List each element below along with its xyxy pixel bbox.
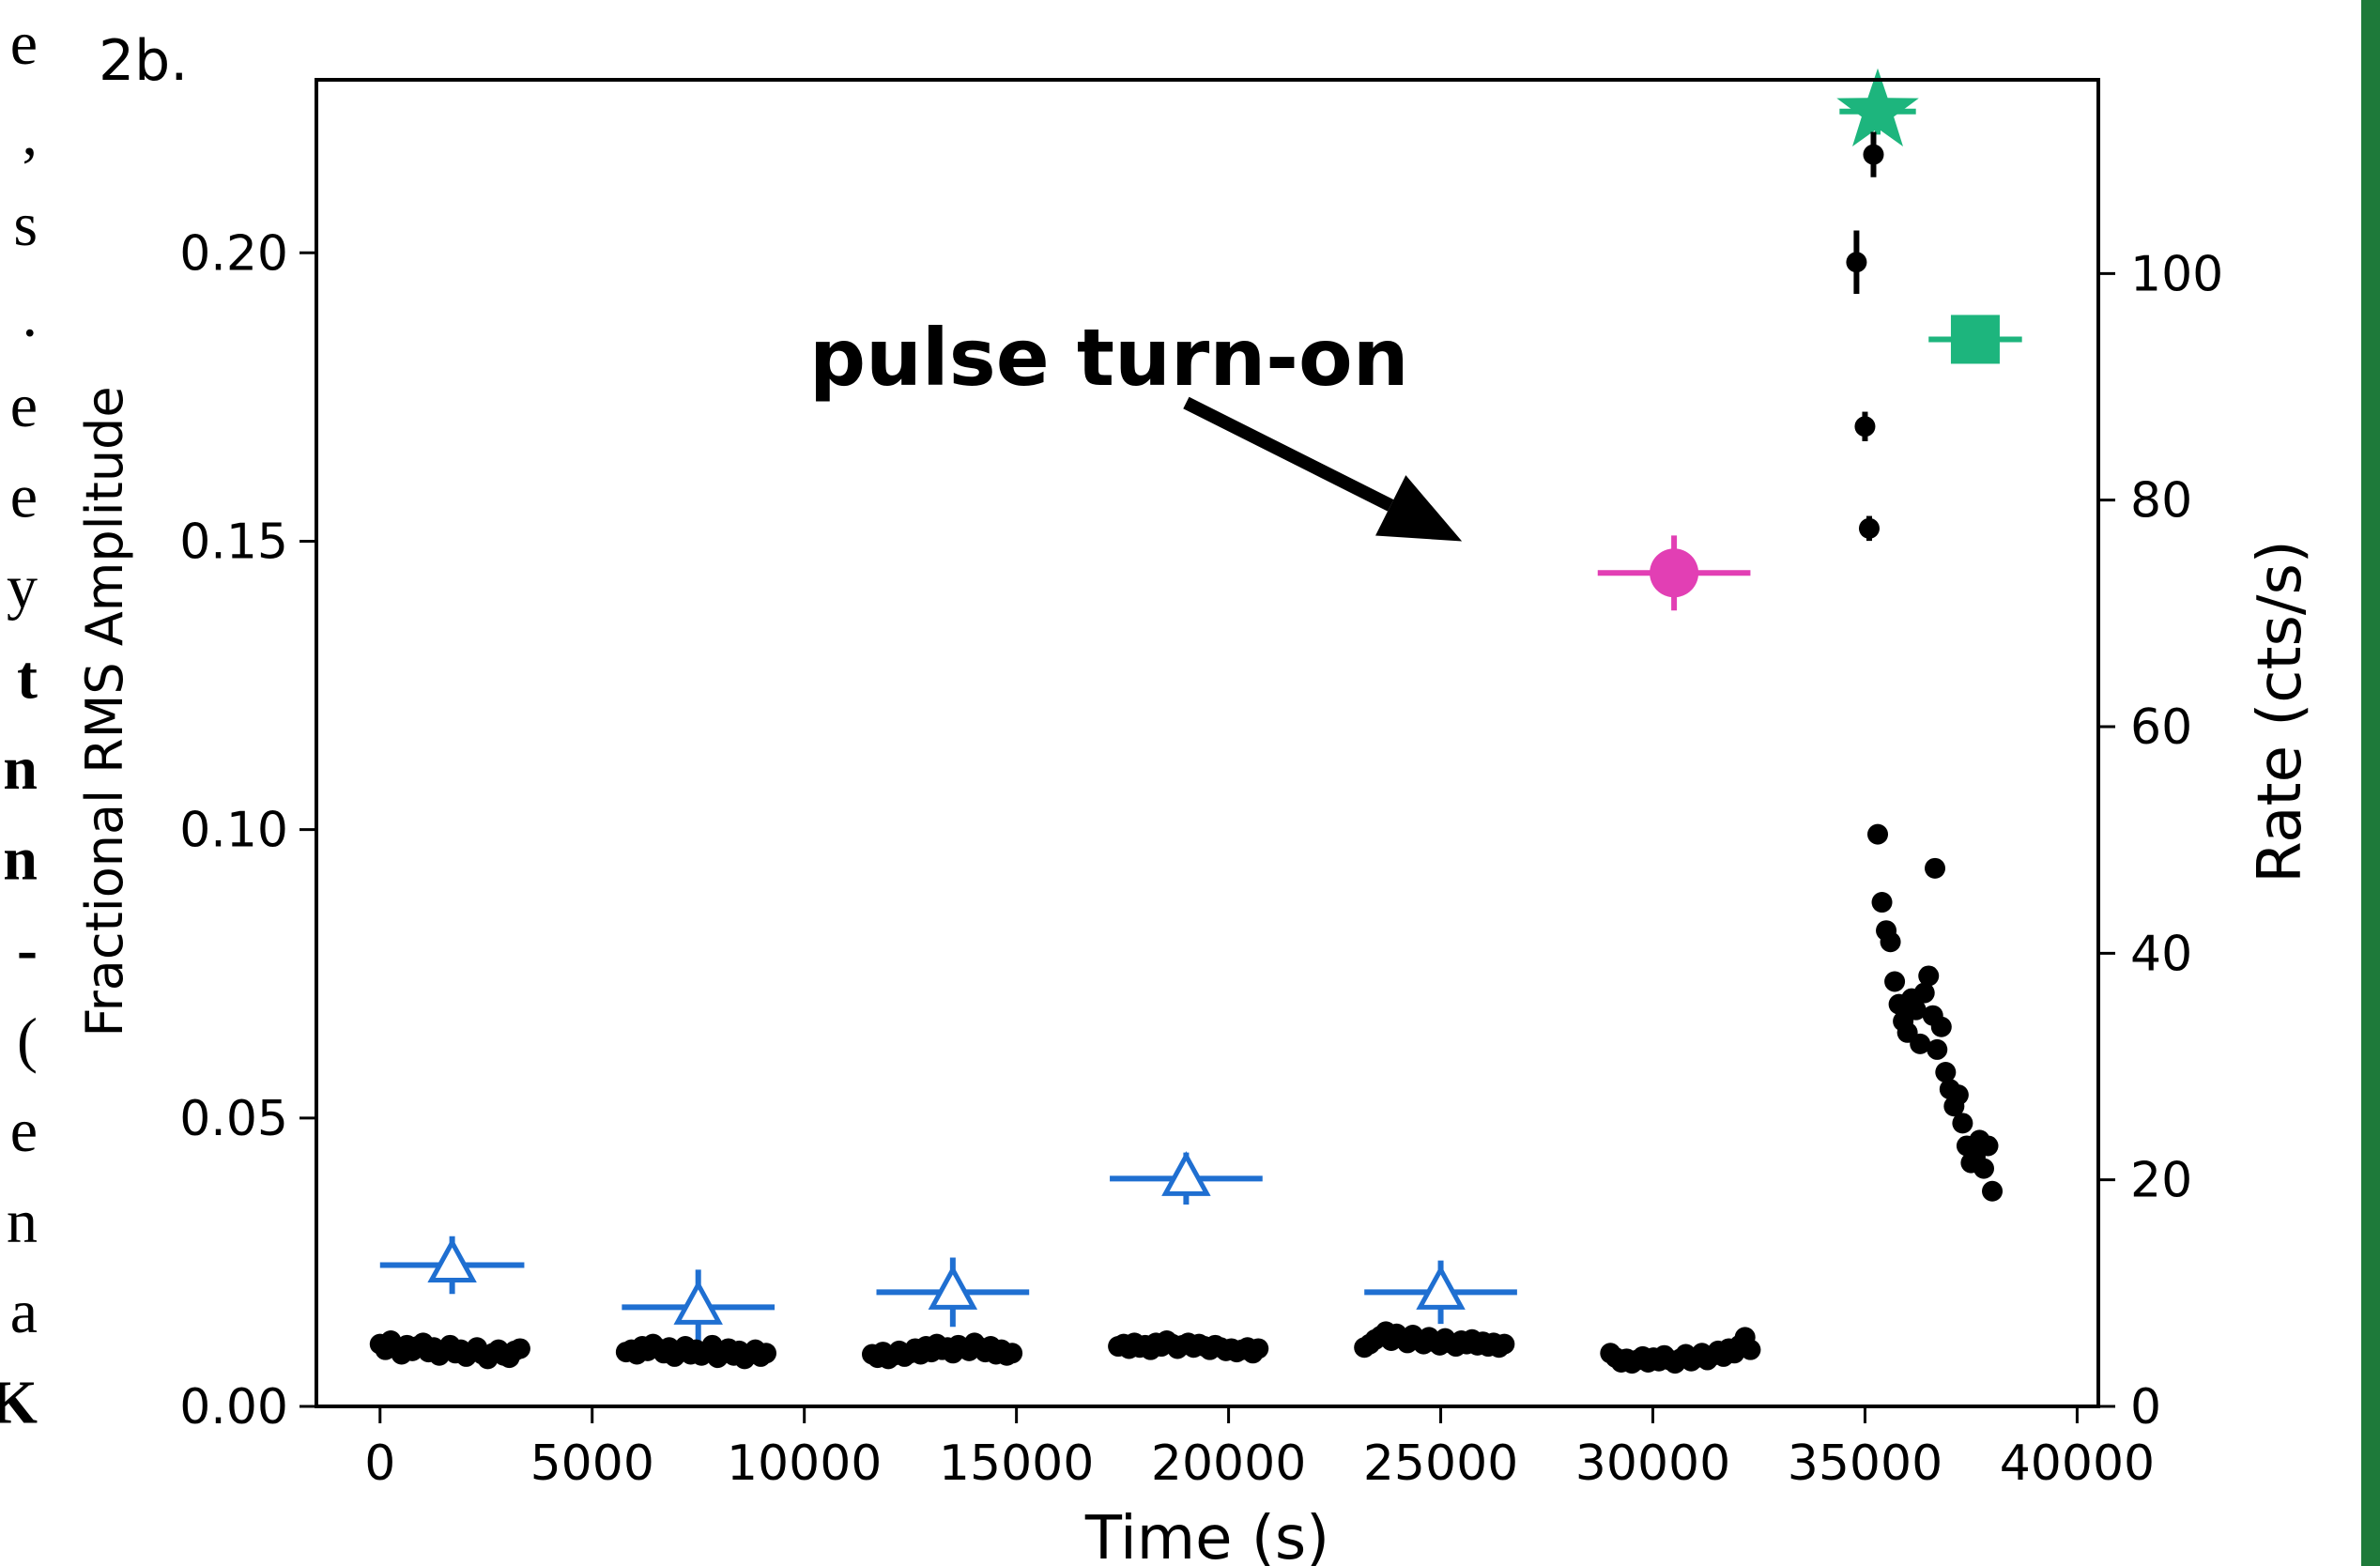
rate-point [1935,1062,1957,1083]
rate-point [1918,965,1940,987]
page-text-fragment: n [3,734,38,803]
page-text-fragment: n [7,1188,38,1256]
page-text-fragment: , [23,100,38,169]
x-tick-label: 0 [364,1436,395,1492]
x-tick-label: 40000 [2000,1436,2155,1492]
y-left-tick-label: 0.05 [179,1091,288,1147]
rate-point [1880,931,1901,953]
x-tick-label: 15000 [939,1436,1094,1492]
rms-triangle-point [928,1265,978,1310]
y-right-tick-label: 80 [2130,473,2192,530]
rms-triangle-point [1161,1151,1211,1196]
rms-star-point [1836,68,1919,146]
rms-square-point [1950,315,2000,364]
plot-area [369,68,2022,1374]
y-axis-left-label: Fractional RMS Amplitude [75,386,134,1036]
page-text-fragment: a [10,1278,38,1346]
rate-point [1913,982,1935,1004]
y-left-tick-label: 0.00 [179,1379,288,1436]
rate-point [1927,1038,1948,1060]
rate-point [1947,1084,1969,1106]
page-text-fragment: y [7,553,38,622]
page-text-fragment: - [17,915,38,984]
rms-triangle-point [1416,1265,1466,1310]
rms-circle-point [1650,548,1699,598]
rate-point [1905,999,1927,1021]
rate-point [1863,144,1884,165]
x-tick-label: 25000 [1363,1436,1518,1492]
x-tick-label: 20000 [1151,1436,1306,1492]
page-text-fragment: K [0,1369,38,1437]
page-text-fragment: ( [17,1006,38,1075]
rate-point [1952,1113,1973,1134]
x-axis-label: Time (s) [1084,1504,1329,1566]
page-text-fragment: e [10,1097,38,1165]
y-right-tick-label: 100 [2130,246,2223,302]
rate-point [1867,823,1889,845]
rate-point [1884,971,1906,992]
rate-point [1494,1333,1515,1355]
rate-point [1858,517,1880,539]
page-edge-green-bar [2361,0,2380,1566]
page-text-fragment: n [3,825,38,894]
rate-point [1871,892,1893,914]
y-axis-right-label: Rate (cts/s) [2246,540,2315,883]
rate-point [1846,252,1867,273]
page-text-fragment: e [10,9,38,78]
y-right-tick-label: 20 [2130,1153,2192,1209]
rate-point [1973,1158,1994,1179]
y-right-tick-label: 40 [2130,926,2192,982]
x-tick-label: 5000 [530,1436,654,1492]
rate-point [1002,1343,1023,1364]
annotation-pulse-turn-on: pulse turn-on [809,312,1409,404]
page-text-fragment: s [13,191,38,259]
rms-triangle-point [673,1280,723,1325]
rate-point [1925,857,1946,879]
rate-point [509,1338,530,1359]
rate-point [1910,1033,1931,1054]
annotation-arrow-head [1375,475,1463,542]
rate-point [1982,1180,2004,1202]
page-text-fragment: t [17,644,38,713]
page-text-fragment: e [10,372,38,440]
page-text-fragment: . [23,282,38,350]
y-left-tick-label: 0.20 [179,225,288,282]
page-text-fragment: e [10,463,38,531]
x-tick-label: 35000 [1788,1436,1942,1492]
rate-point [1740,1339,1761,1360]
rate-point [1248,1338,1269,1359]
rate-point [1930,1016,1952,1037]
annotation-arrow-shaft [1183,396,1394,512]
rate-point [1977,1135,1999,1157]
x-tick-label: 10000 [727,1436,882,1492]
y-right-tick-label: 0 [2130,1379,2161,1436]
rms-triangle-point [427,1237,477,1282]
panel-label: 2b. [99,28,188,94]
x-tick-label: 30000 [1575,1436,1730,1492]
rate-point [1854,416,1876,438]
y-left-tick-label: 0.15 [179,514,288,570]
rate-point [756,1343,777,1364]
y-right-tick-label: 60 [2130,699,2192,756]
plot-frame [315,78,2100,1408]
y-left-tick-label: 0.10 [179,803,288,859]
